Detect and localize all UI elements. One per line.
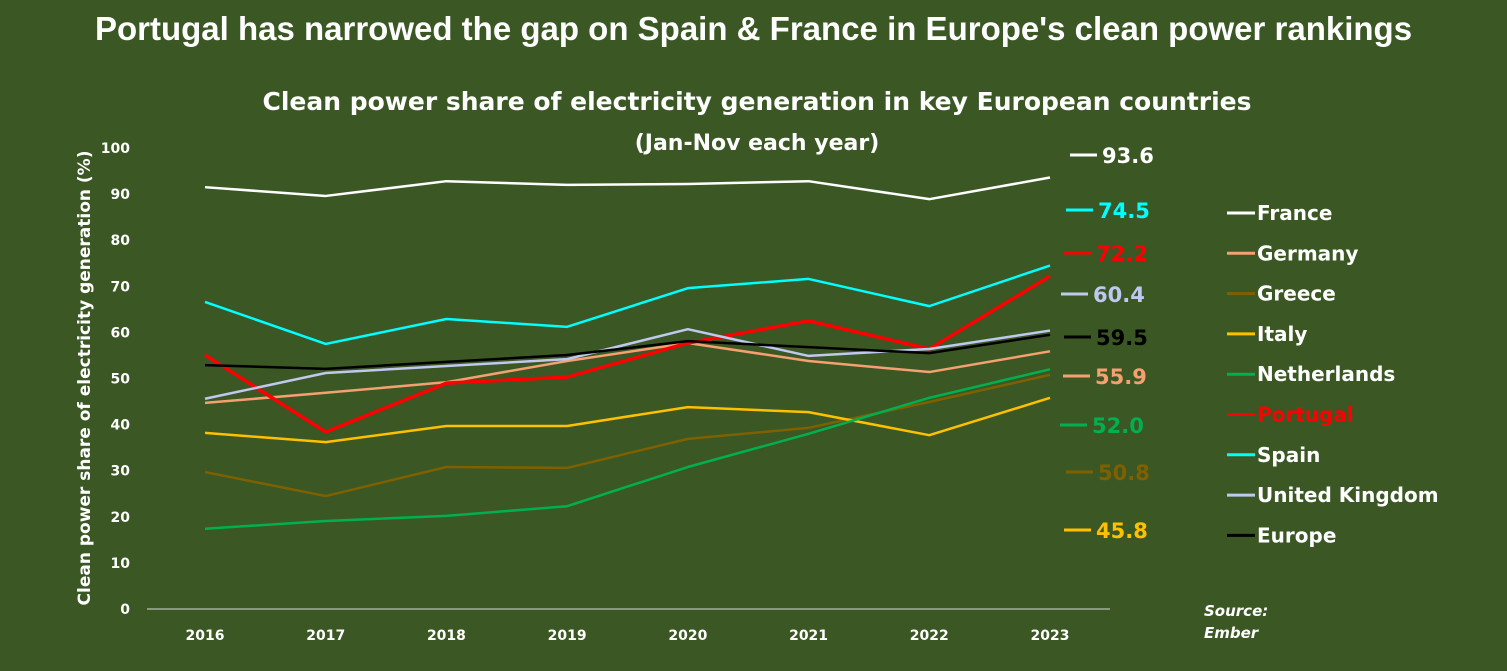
legend-label: Italy <box>1257 322 1307 346</box>
y-tick-label: 80 <box>111 233 131 249</box>
legend-label: Germany <box>1257 241 1358 265</box>
end-value-label: 55.9 <box>1095 365 1147 389</box>
x-tick-label: 2020 <box>668 628 707 644</box>
y-tick-label: 30 <box>111 464 131 480</box>
legend-label: United Kingdom <box>1257 483 1439 507</box>
source-name: Ember <box>1204 624 1260 642</box>
y-tick-label: 10 <box>111 556 131 572</box>
x-tick-label: 2018 <box>427 628 466 644</box>
series-line-italy <box>204 396 1051 444</box>
y-tick-label: 60 <box>111 325 131 341</box>
y-tick-label: 50 <box>111 372 131 388</box>
series-line-portugal <box>204 274 1051 434</box>
end-value-label: 45.8 <box>1096 519 1148 543</box>
x-tick-label: 2021 <box>789 628 828 644</box>
end-value-label: 74.5 <box>1098 199 1150 223</box>
end-value-label: 52.0 <box>1092 414 1144 438</box>
source-label: Source: <box>1204 602 1268 620</box>
headline: Portugal has narrowed the gap on Spain &… <box>94 10 1413 47</box>
x-tick-label: 2017 <box>306 628 345 644</box>
x-tick-label: 2016 <box>186 628 225 644</box>
end-value-label: 72.2 <box>1096 242 1148 266</box>
x-tick-label: 2022 <box>910 628 949 644</box>
series-line-europe <box>204 333 1051 371</box>
legend-label: France <box>1257 201 1332 225</box>
y-tick-label: 100 <box>101 141 130 157</box>
series-line-spain <box>204 264 1051 346</box>
legend-label: Greece <box>1257 282 1336 306</box>
chart-title: Clean power share of electricity generat… <box>262 87 1251 116</box>
end-value-label: 60.4 <box>1093 283 1145 307</box>
y-tick-label: 90 <box>111 187 131 203</box>
series-line-greece <box>204 373 1051 498</box>
x-tick-label: 2023 <box>1031 628 1070 644</box>
end-value-label: 50.8 <box>1098 461 1150 485</box>
legend-label: Spain <box>1257 443 1320 467</box>
series-line-united-kingdom <box>204 327 1051 401</box>
series-line-netherlands <box>204 368 1051 531</box>
series-line-france <box>204 176 1051 201</box>
y-axis-label: Clean power share of electricity generat… <box>75 151 95 606</box>
x-tick-label: 2019 <box>548 628 587 644</box>
legend-label: Portugal <box>1257 403 1354 427</box>
y-tick-label: 40 <box>111 418 131 434</box>
series-line-germany <box>204 341 1051 405</box>
legend-label: Netherlands <box>1257 362 1395 386</box>
end-value-label: 93.6 <box>1102 144 1154 168</box>
legend-label: Europe <box>1257 523 1336 547</box>
y-tick-label: 0 <box>120 602 130 618</box>
end-value-label: 59.5 <box>1096 326 1148 350</box>
y-tick-label: 20 <box>111 510 131 526</box>
chart-subtitle: (Jan-Nov each year) <box>635 131 880 156</box>
y-tick-label: 70 <box>111 279 131 295</box>
